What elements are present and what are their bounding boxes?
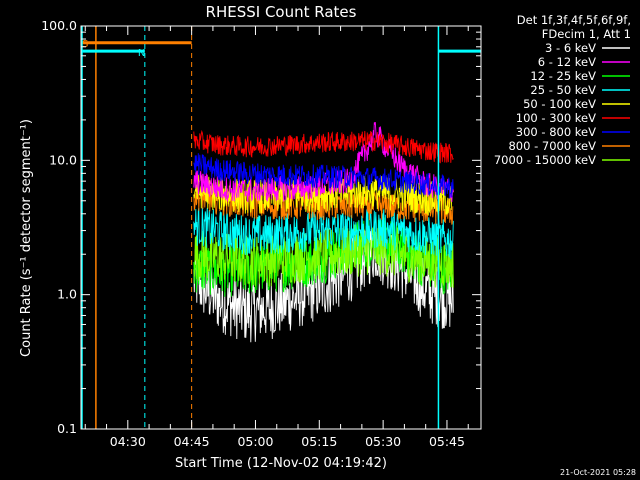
x-tick-label: 04:30 (110, 434, 146, 449)
y-tick-label: 100.0 (41, 18, 77, 33)
generation-timestamp: 21-Oct-2021 05:28 (560, 468, 636, 477)
state-label: S (82, 39, 88, 50)
state-label: N (138, 48, 145, 59)
x-tick-label: 04:45 (174, 434, 210, 449)
legend-header-line-2: FDecim 1, Att 1 (542, 27, 631, 41)
x-tick-label: 05:30 (365, 434, 401, 449)
legend-label: 25 - 50 keV (530, 83, 596, 97)
legend: Det 1f,3f,4f,5f,6f,9f, FDecim 1, Att 1 3… (494, 13, 631, 167)
y-tick-label: 1.0 (57, 287, 77, 302)
legend-label: 50 - 100 keV (523, 97, 596, 111)
x-tick-label: 05:45 (429, 434, 465, 449)
x-tick-label: 05:00 (237, 434, 273, 449)
legend-label: 12 - 25 keV (530, 69, 596, 83)
legend-label: 100 - 300 keV (516, 111, 596, 125)
y-tick-label: 0.1 (57, 421, 77, 436)
legend-label: 3 - 6 keV (545, 41, 596, 55)
chart-title: RHESSI Count Rates (206, 3, 357, 21)
axis-layer: 0.1 1.0 10.0 100.0 04:30 04:45 05:00 05:15 05:30… (41, 18, 481, 449)
legend-header-line-1: Det 1f,3f,4f,5f,6f,9f, (517, 13, 631, 27)
x-axis-label: Start Time (12-Nov-02 04:19:42) (175, 456, 387, 471)
legend-label: 7000 - 15000 keV (494, 153, 596, 167)
y-axis-label: Count Rate (s⁻¹ detector segment⁻¹) (19, 119, 34, 357)
series-line (193, 153, 454, 199)
series-line (193, 207, 454, 260)
x-tick-label: 05:15 (301, 434, 337, 449)
legend-label: 6 - 12 keV (538, 55, 596, 69)
plot-frame (80, 25, 482, 430)
series-line (193, 129, 454, 164)
y-tick-label: 10.0 (49, 152, 77, 167)
series-line (193, 122, 454, 203)
legend-label: 300 - 800 keV (516, 125, 596, 139)
legend-label: 800 - 7000 keV (508, 139, 596, 153)
series-layer (193, 122, 454, 343)
